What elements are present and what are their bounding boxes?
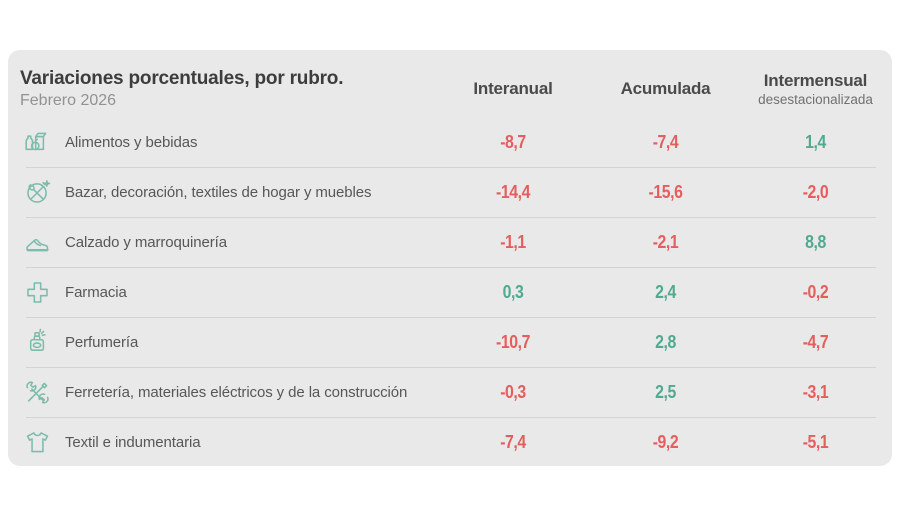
value-intermensual: -5,1 (802, 431, 829, 452)
category-cell: Alimentos y bebidas (20, 127, 438, 157)
category-label: Textil e indumentaria (65, 433, 201, 451)
category-label: Bazar, decoración, textiles de hogar y m… (65, 183, 372, 201)
table-row: Calzado y marroquinería -1,1 -2,1 8,8 (20, 217, 888, 267)
tshirt-icon (22, 427, 52, 457)
value-intermensual: -0,2 (802, 281, 829, 302)
value-interanual: -1,1 (500, 231, 526, 252)
value-interanual: 0,3 (502, 281, 524, 302)
value-acumulada: -15,6 (648, 181, 683, 202)
category-label: Alimentos y bebidas (65, 133, 198, 151)
column-header-label: Acumulada (620, 78, 711, 98)
category-cell: Farmacia (20, 277, 438, 307)
category-label: Farmacia (65, 283, 127, 301)
value-acumulada: -9,2 (652, 431, 679, 452)
column-header-label: Interanual (473, 78, 553, 98)
title-block: Variaciones porcentuales, por rubro. Feb… (20, 68, 438, 110)
value-intermensual: -2,0 (802, 181, 829, 202)
pharmacy-cross-icon (22, 277, 52, 307)
category-cell: Calzado y marroquinería (20, 227, 438, 257)
table-body: Alimentos y bebidas -8,7 -7,4 1,4 (20, 117, 888, 467)
table-row: Ferretería, materiales eléctricos y de l… (20, 367, 888, 417)
table-row: Perfumería -10,7 2,8 -4,7 (20, 317, 888, 367)
value-interanual: -8,7 (500, 131, 526, 152)
bazar-icon (22, 177, 52, 207)
page-title: Variaciones porcentuales, por rubro. (20, 67, 344, 89)
column-header-interanual: Interanual (438, 79, 588, 99)
groceries-icon (22, 127, 52, 157)
column-header-intermensual: Intermensual desestacionalizada (743, 71, 888, 107)
table-row: Textil e indumentaria -7,4 -9,2 -5,1 (20, 417, 888, 467)
category-label: Perfumería (65, 333, 139, 351)
table-row: Bazar, decoración, textiles de hogar y m… (20, 167, 888, 217)
tools-icon (22, 377, 52, 407)
value-acumulada: 2,8 (655, 331, 676, 352)
shoe-icon (22, 227, 52, 257)
table-row: Farmacia 0,3 2,4 -0,2 (20, 267, 888, 317)
value-acumulada: 2,4 (655, 281, 676, 302)
value-acumulada: -7,4 (652, 131, 679, 152)
category-cell: Textil e indumentaria (20, 427, 438, 457)
category-cell: Perfumería (20, 327, 438, 357)
table-row: Alimentos y bebidas -8,7 -7,4 1,4 (20, 117, 888, 167)
value-intermensual: 1,4 (805, 131, 826, 152)
perfume-icon (22, 327, 52, 357)
period-label: Febrero 2026 (20, 91, 117, 109)
value-interanual: -10,7 (496, 331, 530, 352)
value-intermensual: -4,7 (802, 331, 829, 352)
column-header-label: Intermensual (763, 70, 868, 90)
value-acumulada: 2,5 (655, 381, 676, 402)
value-intermensual: 8,8 (805, 231, 826, 252)
variations-table-card: Variaciones porcentuales, por rubro. Feb… (8, 50, 892, 466)
value-intermensual: -3,1 (802, 381, 829, 402)
value-interanual: -14,4 (496, 181, 530, 202)
table-header: Variaciones porcentuales, por rubro. Feb… (20, 50, 888, 117)
category-label: Ferretería, materiales eléctricos y de l… (65, 383, 408, 401)
category-cell: Bazar, decoración, textiles de hogar y m… (20, 177, 438, 207)
value-interanual: -0,3 (500, 381, 526, 402)
category-label: Calzado y marroquinería (65, 233, 227, 251)
value-interanual: -7,4 (500, 431, 526, 452)
column-header-sublabel: desestacionalizada (758, 91, 873, 107)
value-acumulada: -2,1 (652, 231, 679, 252)
column-header-acumulada: Acumulada (588, 79, 743, 99)
category-cell: Ferretería, materiales eléctricos y de l… (20, 377, 438, 407)
